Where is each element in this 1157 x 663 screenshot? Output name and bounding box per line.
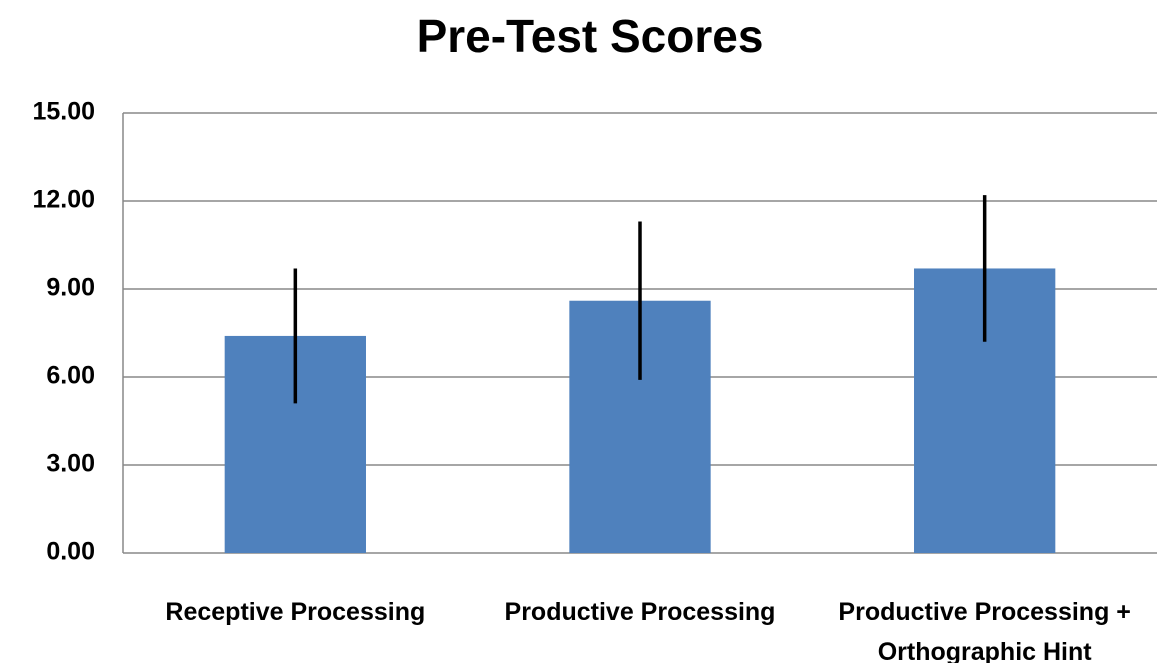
y-tick-label: 9.00 [46,274,95,302]
y-tick-label: 0.00 [46,538,95,566]
y-tick-label: 12.00 [32,186,95,214]
x-tick-label: Productive Processing + Orthographic Hin… [838,598,1131,663]
y-tick-label: 6.00 [46,362,95,390]
x-tick-label: Receptive Processing [165,598,426,626]
y-tick-label: 3.00 [46,450,95,478]
y-tick-label: 15.00 [32,98,95,126]
x-tick-label: Productive Processing [504,598,776,626]
chart-title: Pre-Test Scores [417,10,764,62]
